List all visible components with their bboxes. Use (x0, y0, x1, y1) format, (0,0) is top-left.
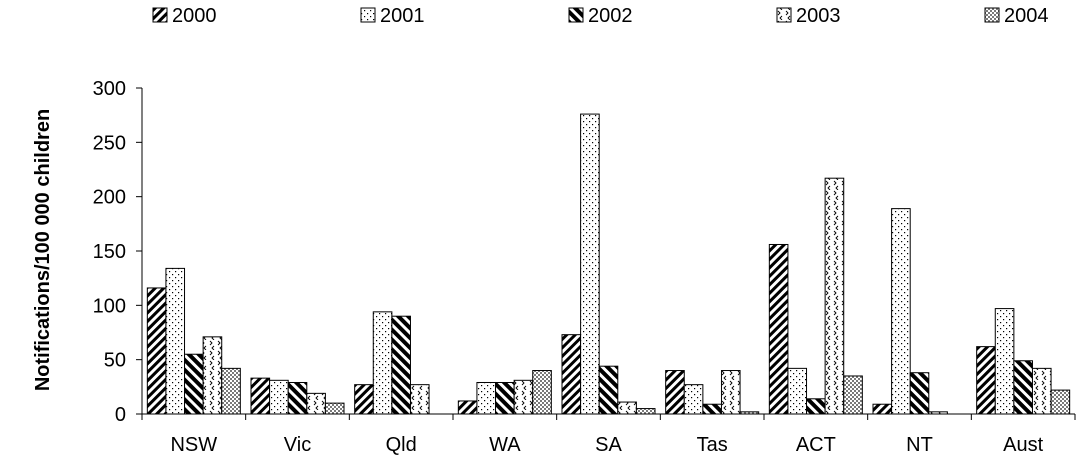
bar-2002-SA (598, 365, 619, 415)
y-tick-label: 0 (115, 404, 126, 426)
bars (146, 113, 1071, 415)
bar-2002-Tas (702, 403, 722, 415)
legend-label: 2000 (172, 5, 217, 27)
y-axis-title: Notifications/100 000 children (32, 109, 54, 391)
x-tick-label: NT (906, 434, 933, 456)
legend-swatch (776, 7, 792, 23)
y-tick-label: 300 (93, 78, 126, 100)
bar-2000-ACT (768, 243, 789, 415)
bar-2000-Tas (665, 370, 685, 415)
y-axis: 0 50 100 150 200 250 300 (93, 78, 143, 426)
y-tick-label: 100 (93, 295, 126, 317)
bar-2002-Vic (287, 381, 308, 415)
x-tick-label: WA (489, 434, 521, 456)
bar-2002-NT (909, 372, 930, 415)
bar-2001-NT (891, 208, 911, 415)
bar-2003-SA (617, 401, 637, 415)
legend: 2000 2001 2002 2003 2004 (152, 5, 1049, 27)
bar-2003-Vic (306, 392, 326, 415)
bar-2001-Vic (269, 379, 289, 415)
x-tick-label: Qld (386, 434, 417, 456)
bar-2004-Vic (324, 402, 345, 415)
y-tick-label: 200 (93, 187, 126, 209)
bar-2004-SA (635, 408, 656, 415)
bar-2002-Aust (1013, 360, 1033, 415)
bar-2003-Tas (720, 370, 741, 415)
bar-2004-WA (532, 370, 552, 415)
bar-2004-ACT (843, 375, 863, 415)
y-tick-label: 50 (104, 350, 126, 372)
bar-2001-Qld (372, 311, 393, 415)
bar-2002-WA (495, 381, 515, 415)
bar-2000-Vic (250, 377, 271, 415)
bar-2004-NSW (221, 367, 241, 415)
y-tick-label: 250 (93, 132, 126, 154)
bar-2003-ACT (824, 177, 845, 415)
legend-label: 2001 (380, 5, 425, 27)
bar-2003-Aust (1031, 367, 1052, 415)
bar-2000-WA (457, 400, 478, 415)
bar-2000-NT (872, 403, 893, 415)
bar-2002-NSW (184, 353, 204, 415)
legend-label: 2002 (588, 5, 633, 27)
bar-2003-NSW (202, 336, 223, 415)
bar-2001-NSW (165, 267, 186, 415)
bar-2000-Qld (354, 384, 374, 415)
legend-swatch (152, 7, 168, 23)
bar-2003-WA (513, 379, 534, 415)
bar-2001-WA (476, 381, 497, 415)
bar-2001-Tas (683, 384, 704, 415)
legend-swatch (360, 7, 376, 23)
bar-2004-Aust (1050, 389, 1071, 415)
bar-2003-Qld (409, 384, 430, 415)
x-tick-label: ACT (796, 434, 836, 456)
legend-label: 2003 (796, 5, 841, 27)
x-tick-label: Vic (284, 434, 311, 456)
bar-2002-ACT (806, 398, 826, 415)
x-tick-label: NSW (170, 434, 217, 456)
bar-2000-NSW (146, 287, 167, 415)
legend-swatch (984, 7, 1000, 23)
bar-2000-SA (561, 334, 582, 415)
bar-2000-Aust (976, 346, 996, 415)
bar-2001-SA (580, 113, 600, 415)
bar-2001-ACT (787, 367, 808, 415)
x-tick-label: SA (595, 434, 622, 456)
bar-2002-Qld (391, 315, 411, 415)
y-tick-label: 150 (93, 241, 126, 263)
legend-swatch (568, 7, 584, 23)
x-tick-label: Tas (697, 434, 728, 456)
x-tick-label: Aust (1003, 434, 1043, 456)
bar-2001-Aust (994, 308, 1015, 415)
legend-label: 2004 (1004, 5, 1049, 27)
x-axis: NSW Vic Qld WA SA Tas ACT NT Aust (141, 413, 1076, 456)
